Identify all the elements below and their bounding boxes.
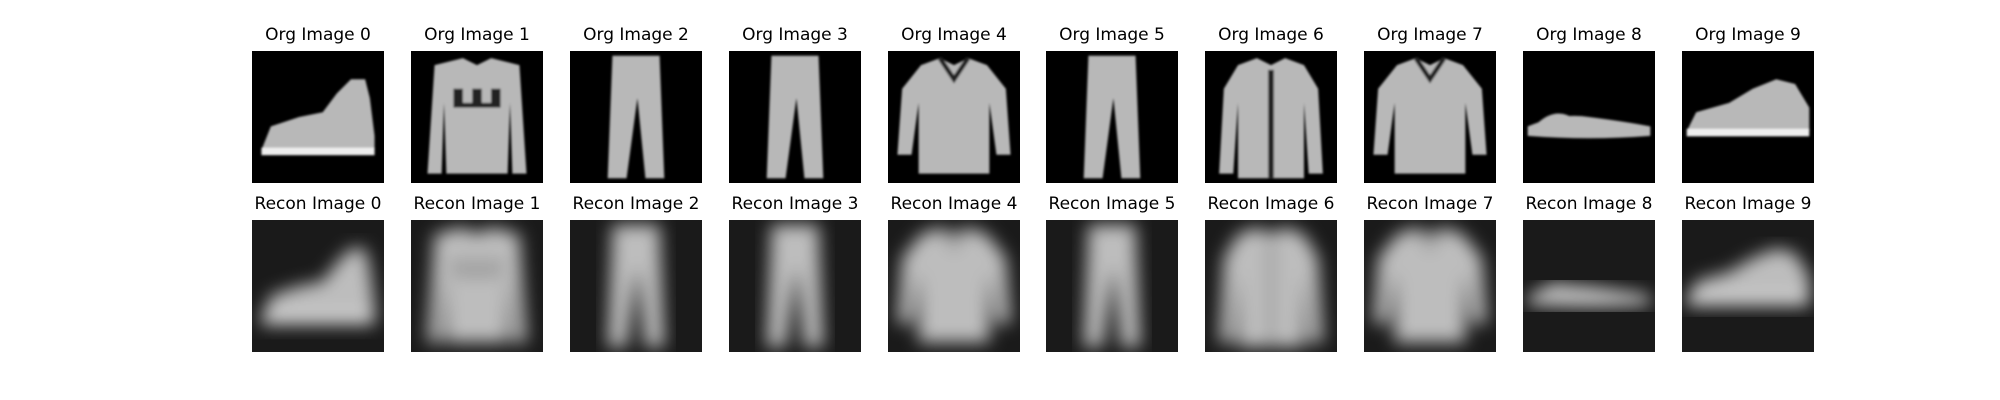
original-image-4	[888, 51, 1020, 183]
original-image-5	[1046, 51, 1178, 183]
recon-panel-2: Recon Image 2	[570, 193, 702, 352]
panel-title: Recon Image 8	[1525, 194, 1653, 214]
original-image-3	[729, 51, 861, 183]
original-panel-4: Org Image 4	[888, 24, 1020, 183]
original-panel-2: Org Image 2	[570, 24, 702, 183]
reconstructed-image-0	[252, 220, 384, 352]
panel-title: Recon Image 2	[572, 194, 700, 214]
original-image-6	[1205, 51, 1337, 183]
panel-title: Org Image 5	[1059, 25, 1165, 45]
recon-panel-6: Recon Image 6	[1205, 193, 1337, 352]
recon-panel-7: Recon Image 7	[1364, 193, 1496, 352]
panel-title: Org Image 1	[424, 25, 530, 45]
panel-title: Org Image 0	[265, 25, 371, 45]
panel-title: Org Image 4	[901, 25, 1007, 45]
panel-title: Org Image 6	[1218, 25, 1324, 45]
original-image-8	[1523, 51, 1655, 183]
reconstructed-image-5	[1046, 220, 1178, 352]
recon-panel-1: Recon Image 1	[411, 193, 543, 352]
reconstructed-image-8	[1523, 220, 1655, 352]
original-panel-1: Org Image 1	[411, 24, 543, 183]
original-panel-0: Org Image 0	[252, 24, 384, 183]
panel-title: Org Image 9	[1695, 25, 1801, 45]
original-panel-6: Org Image 6	[1205, 24, 1337, 183]
recon-panel-0: Recon Image 0	[252, 193, 384, 352]
panel-title: Recon Image 5	[1048, 194, 1176, 214]
original-panel-5: Org Image 5	[1046, 24, 1178, 183]
original-image-7	[1364, 51, 1496, 183]
reconstructed-image-7	[1364, 220, 1496, 352]
panel-title: Org Image 7	[1377, 25, 1483, 45]
recon-panel-9: Recon Image 9	[1682, 193, 1814, 352]
original-image-1	[411, 51, 543, 183]
recon-panel-8: Recon Image 8	[1523, 193, 1655, 352]
panel-title: Org Image 3	[742, 25, 848, 45]
reconstructed-image-2	[570, 220, 702, 352]
panel-title: Recon Image 9	[1684, 194, 1812, 214]
recon-panel-4: Recon Image 4	[888, 193, 1020, 352]
reconstructed-image-9	[1682, 220, 1814, 352]
recon-panel-5: Recon Image 5	[1046, 193, 1178, 352]
panel-title: Recon Image 4	[890, 194, 1018, 214]
original-panel-7: Org Image 7	[1364, 24, 1496, 183]
original-image-0	[252, 51, 384, 183]
recon-panel-3: Recon Image 3	[729, 193, 861, 352]
panel-title: Org Image 8	[1536, 25, 1642, 45]
original-panel-8: Org Image 8	[1523, 24, 1655, 183]
panel-title: Recon Image 6	[1207, 194, 1335, 214]
panel-title: Recon Image 0	[254, 194, 382, 214]
panel-title: Recon Image 7	[1366, 194, 1494, 214]
reconstructed-image-3	[729, 220, 861, 352]
reconstructed-image-6	[1205, 220, 1337, 352]
panel-title: Org Image 2	[583, 25, 689, 45]
original-image-2	[570, 51, 702, 183]
panel-title: Recon Image 3	[731, 194, 859, 214]
reconstructed-image-4	[888, 220, 1020, 352]
original-image-9	[1682, 51, 1814, 183]
original-panel-3: Org Image 3	[729, 24, 861, 183]
panel-title: Recon Image 1	[413, 194, 541, 214]
reconstructed-image-1	[411, 220, 543, 352]
original-panel-9: Org Image 9	[1682, 24, 1814, 183]
